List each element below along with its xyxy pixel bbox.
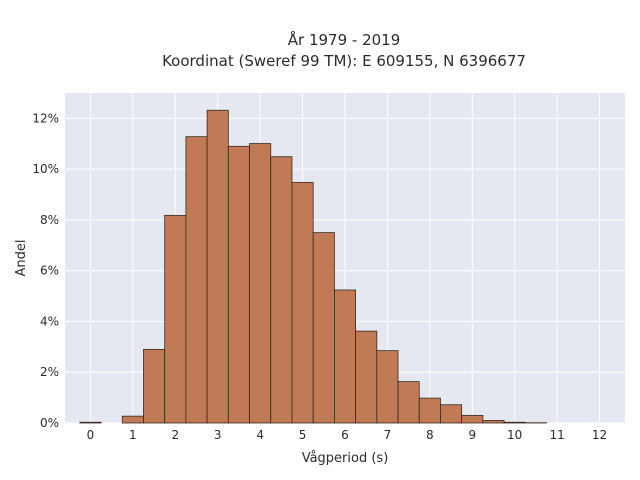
histogram-bar	[355, 330, 378, 424]
x-tick-label: 4	[256, 428, 264, 442]
histogram-bar	[206, 109, 229, 424]
y-tick-label: 0%	[40, 416, 59, 430]
y-tick-label: 4%	[40, 314, 59, 328]
y-tick-label: 10%	[32, 162, 59, 176]
y-tick-label: 2%	[40, 365, 59, 379]
histogram-bar	[227, 145, 250, 424]
histogram-bar	[333, 289, 357, 424]
histogram-bar	[249, 143, 272, 424]
x-tick-label: 7	[384, 428, 392, 442]
histogram-bar	[79, 421, 102, 424]
histogram-bar	[185, 136, 208, 424]
x-axis-ticks: 0 1 2 3 4 5 6 7 8 9 10 11 12	[87, 428, 608, 442]
x-tick-label: 6	[341, 428, 349, 442]
histogram-bar	[312, 232, 335, 424]
x-tick-label: 8	[426, 428, 434, 442]
x-tick-label: 0	[87, 428, 95, 442]
x-tick-label: 5	[299, 428, 307, 442]
chart-title-line-2: Koordinat (Sweref 99 TM): E 609155, N 63…	[162, 52, 526, 70]
histogram-bar	[461, 414, 484, 424]
bars	[79, 109, 547, 424]
x-tick-label: 11	[549, 428, 564, 442]
x-tick-label: 9	[468, 428, 476, 442]
histogram-bar	[270, 156, 293, 424]
histogram-bar	[164, 214, 187, 424]
histogram-bar	[503, 421, 526, 424]
y-axis-ticks: 0% 2% 4% 6% 8% 10% 12%	[32, 111, 59, 430]
y-tick-label: 6%	[40, 264, 59, 278]
histogram-bar	[143, 348, 166, 424]
histogram-bar	[482, 420, 505, 424]
y-tick-label: 8%	[40, 213, 59, 227]
histogram-bar	[440, 404, 463, 424]
x-tick-label: 1	[129, 428, 137, 442]
histogram-bar	[376, 350, 399, 424]
x-axis-label: Vågperiod (s)	[302, 451, 389, 466]
histogram-bar	[291, 181, 314, 424]
y-tick-label: 12%	[32, 111, 59, 125]
histogram-bar	[121, 415, 144, 424]
x-tick-label: 10	[507, 428, 522, 442]
chart-title-line-1: År 1979 - 2019	[288, 30, 401, 49]
x-tick-label: 12	[592, 428, 607, 442]
histogram-bar	[418, 397, 441, 424]
x-tick-label: 2	[171, 428, 179, 442]
x-tick-label: 3	[214, 428, 222, 442]
histogram-bar	[397, 381, 420, 424]
y-axis-label: Andel	[14, 240, 29, 277]
